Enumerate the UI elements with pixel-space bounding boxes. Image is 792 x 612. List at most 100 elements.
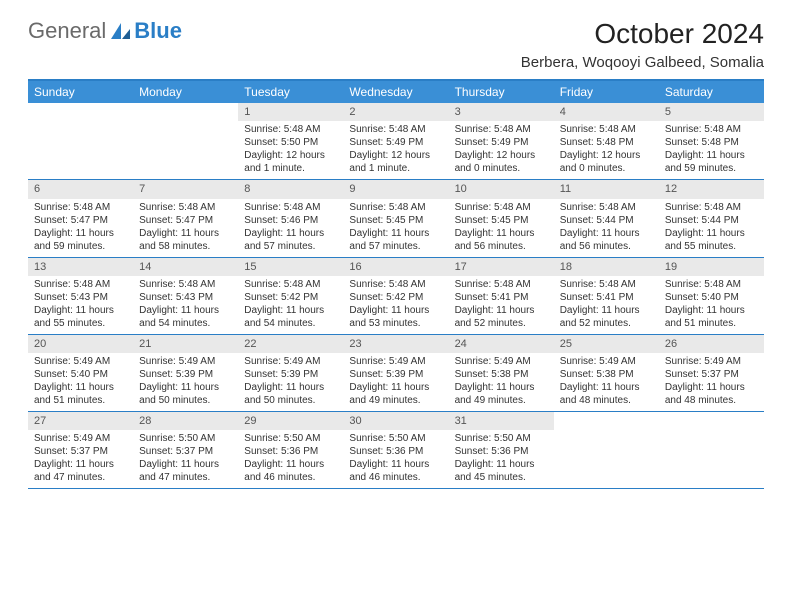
calendar-week: 6Sunrise: 5:48 AMSunset: 5:47 PMDaylight… [28,180,764,257]
cell-line: Sunset: 5:37 PM [34,445,127,458]
cell-body: Sunrise: 5:48 AMSunset: 5:43 PMDaylight:… [133,276,238,334]
cell-body: Sunrise: 5:49 AMSunset: 5:40 PMDaylight:… [28,353,133,411]
cell-line: Daylight: 11 hours [349,304,442,317]
calendar-week: 13Sunrise: 5:48 AMSunset: 5:43 PMDayligh… [28,258,764,335]
cell-body: Sunrise: 5:48 AMSunset: 5:48 PMDaylight:… [554,121,659,179]
cell-line: Sunset: 5:42 PM [349,291,442,304]
calendar-cell: 13Sunrise: 5:48 AMSunset: 5:43 PMDayligh… [28,258,133,334]
cell-body: Sunrise: 5:49 AMSunset: 5:39 PMDaylight:… [133,353,238,411]
cell-line: and 52 minutes. [560,317,653,330]
cell-line: Daylight: 11 hours [244,304,337,317]
cell-line: Sunrise: 5:49 AM [455,355,548,368]
logo-text-2: Blue [134,18,182,44]
cell-line: Sunrise: 5:48 AM [349,123,442,136]
calendar-cell: 23Sunrise: 5:49 AMSunset: 5:39 PMDayligh… [343,335,448,411]
cell-line: Sunrise: 5:48 AM [455,201,548,214]
cell-line: Sunrise: 5:48 AM [560,123,653,136]
cell-line: and 51 minutes. [34,394,127,407]
calendar-cell: 28Sunrise: 5:50 AMSunset: 5:37 PMDayligh… [133,412,238,488]
title-block: October 2024 Berbera, Woqooyi Galbeed, S… [521,18,764,71]
cell-line: Sunset: 5:45 PM [455,214,548,227]
cell-line: Daylight: 11 hours [349,381,442,394]
calendar-cell: 4Sunrise: 5:48 AMSunset: 5:48 PMDaylight… [554,103,659,179]
cell-line: and 57 minutes. [349,240,442,253]
cell-line: and 50 minutes. [139,394,232,407]
cell-line: Sunset: 5:41 PM [560,291,653,304]
date-number [28,103,133,121]
date-number: 31 [449,412,554,430]
date-number: 15 [238,258,343,276]
cell-body: Sunrise: 5:48 AMSunset: 5:43 PMDaylight:… [28,276,133,334]
cell-line: and 48 minutes. [665,394,758,407]
cell-line: Sunset: 5:50 PM [244,136,337,149]
cell-line: Sunset: 5:45 PM [349,214,442,227]
date-number: 13 [28,258,133,276]
cell-line: Sunset: 5:38 PM [560,368,653,381]
date-number: 18 [554,258,659,276]
date-number: 25 [554,335,659,353]
calendar-week: 1Sunrise: 5:48 AMSunset: 5:50 PMDaylight… [28,103,764,180]
cell-line: Sunset: 5:36 PM [349,445,442,458]
cell-line: Sunset: 5:47 PM [34,214,127,227]
cell-line: and 46 minutes. [349,471,442,484]
cell-line: and 47 minutes. [34,471,127,484]
cell-line: Sunrise: 5:48 AM [665,201,758,214]
cell-line: and 53 minutes. [349,317,442,330]
calendar-week: 20Sunrise: 5:49 AMSunset: 5:40 PMDayligh… [28,335,764,412]
cell-line: Sunrise: 5:48 AM [349,278,442,291]
cell-line: Daylight: 11 hours [665,227,758,240]
cell-line: Daylight: 11 hours [349,227,442,240]
date-number: 3 [449,103,554,121]
cell-body: Sunrise: 5:49 AMSunset: 5:37 PMDaylight:… [28,430,133,488]
cell-line: Daylight: 11 hours [560,227,653,240]
cell-line: and 50 minutes. [244,394,337,407]
cell-line: Sunset: 5:42 PM [244,291,337,304]
cell-line: Daylight: 12 hours [244,149,337,162]
calendar-cell: 30Sunrise: 5:50 AMSunset: 5:36 PMDayligh… [343,412,448,488]
cell-line: and 49 minutes. [455,394,548,407]
cell-line: Sunset: 5:48 PM [560,136,653,149]
cell-line: Sunrise: 5:48 AM [665,123,758,136]
cell-line: Daylight: 11 hours [139,381,232,394]
cell-body: Sunrise: 5:48 AMSunset: 5:48 PMDaylight:… [659,121,764,179]
cell-line: Sunset: 5:38 PM [455,368,548,381]
cell-line: Sunrise: 5:50 AM [139,432,232,445]
cell-line: Daylight: 11 hours [34,304,127,317]
calendar-cell: 10Sunrise: 5:48 AMSunset: 5:45 PMDayligh… [449,180,554,256]
date-number: 7 [133,180,238,198]
cell-line: Daylight: 11 hours [244,381,337,394]
page-title: October 2024 [521,18,764,50]
cell-line: Sunset: 5:49 PM [455,136,548,149]
cell-body: Sunrise: 5:48 AMSunset: 5:42 PMDaylight:… [343,276,448,334]
cell-line: Daylight: 11 hours [349,458,442,471]
cell-line: Daylight: 11 hours [665,149,758,162]
cell-line: Sunset: 5:39 PM [349,368,442,381]
calendar-cell: 8Sunrise: 5:48 AMSunset: 5:46 PMDaylight… [238,180,343,256]
date-number: 4 [554,103,659,121]
cell-body: Sunrise: 5:48 AMSunset: 5:44 PMDaylight:… [554,199,659,257]
cell-body: Sunrise: 5:48 AMSunset: 5:47 PMDaylight:… [28,199,133,257]
cell-body: Sunrise: 5:48 AMSunset: 5:45 PMDaylight:… [343,199,448,257]
calendar-cell: 6Sunrise: 5:48 AMSunset: 5:47 PMDaylight… [28,180,133,256]
cell-body: Sunrise: 5:49 AMSunset: 5:39 PMDaylight:… [343,353,448,411]
date-number: 23 [343,335,448,353]
date-number [133,103,238,121]
cell-line: Sunset: 5:36 PM [455,445,548,458]
date-number: 16 [343,258,448,276]
cell-line: Daylight: 12 hours [455,149,548,162]
cell-line: Sunrise: 5:49 AM [139,355,232,368]
cell-line: Sunrise: 5:48 AM [139,278,232,291]
date-number: 29 [238,412,343,430]
calendar-cell: 18Sunrise: 5:48 AMSunset: 5:41 PMDayligh… [554,258,659,334]
location-subtitle: Berbera, Woqooyi Galbeed, Somalia [521,54,764,71]
date-number: 17 [449,258,554,276]
calendar-cell: 26Sunrise: 5:49 AMSunset: 5:37 PMDayligh… [659,335,764,411]
date-number: 22 [238,335,343,353]
cell-line: Sunset: 5:41 PM [455,291,548,304]
cell-line: and 45 minutes. [455,471,548,484]
weekday-header: Thursday [449,81,554,103]
date-number: 28 [133,412,238,430]
date-number: 20 [28,335,133,353]
cell-line: Sunrise: 5:48 AM [244,123,337,136]
cell-body: Sunrise: 5:48 AMSunset: 5:47 PMDaylight:… [133,199,238,257]
